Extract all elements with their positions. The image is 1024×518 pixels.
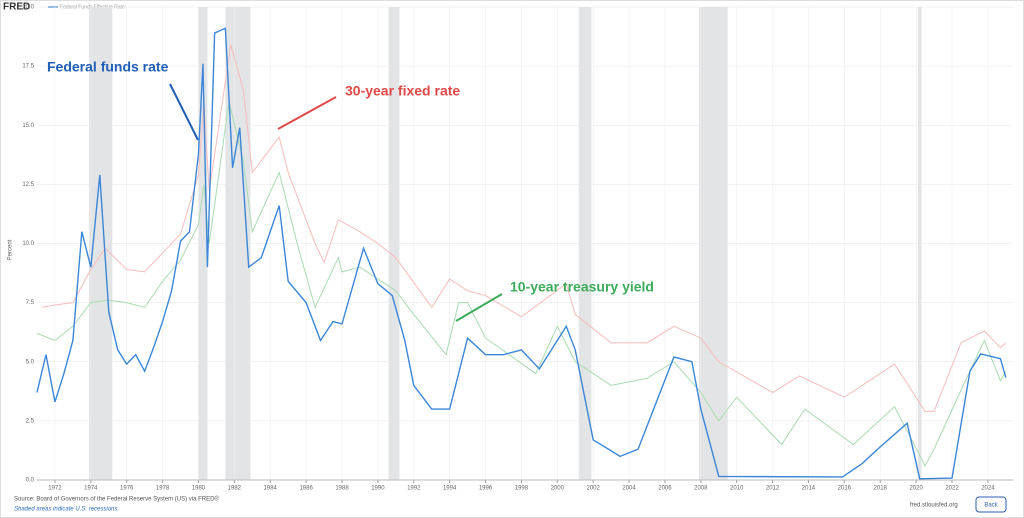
y-tick-label: 2.5 (26, 418, 35, 424)
x-tick-label: 1974 (84, 486, 98, 492)
x-tick-label: 1972 (48, 486, 62, 492)
x-tick-label: 2000 (551, 486, 565, 492)
back-button[interactable] (975, 496, 1007, 513)
x-tick-label: 2012 (766, 486, 780, 492)
x-tick-label: 2020 (909, 486, 923, 492)
x-tick-label: 2016 (838, 486, 852, 492)
x-tick-label: 2024 (981, 486, 995, 492)
series-line (36, 101, 1007, 467)
y-tick-label: 10.0 (22, 241, 34, 247)
y-tick-label: 17.5 (22, 64, 34, 70)
x-tick-label: 1988 (335, 486, 349, 492)
series-line (36, 27, 1007, 480)
y-tick-label: 5.0 (26, 359, 35, 365)
x-tick-label: 1976 (120, 486, 134, 492)
annotation: 30-year fixed rate (345, 83, 460, 99)
x-tick-label: 2004 (622, 486, 636, 492)
x-tick-label: 2022 (945, 486, 959, 492)
annotation-arrow (455, 293, 503, 322)
annotation-arrow (277, 96, 337, 130)
y-tick-label: 0.0 (26, 478, 35, 484)
x-tick-label: 2006 (658, 486, 672, 492)
y-tick-label: 20.0 (22, 5, 34, 11)
annotation-arrow (169, 83, 199, 141)
x-tick-label: 1990 (371, 486, 385, 492)
annotation: 10-year treasury yield (510, 279, 654, 295)
x-tick-label: 1980 (192, 486, 206, 492)
series-line (42, 44, 1007, 412)
y-tick-label: 15.0 (22, 123, 34, 129)
x-tick-label: 2010 (730, 486, 744, 492)
back-label[interactable]: Back (984, 503, 998, 509)
site: fred.stlouisfed.org (910, 503, 958, 509)
x-tick-label: 2018 (874, 486, 888, 492)
y-tick-label: 12.5 (22, 182, 34, 188)
x-tick-label: 2008 (694, 486, 708, 492)
x-tick-label: 1994 (443, 486, 457, 492)
logo: FRED (3, 2, 30, 13)
x-tick-label: 1978 (156, 486, 170, 492)
x-tick-label: 1998 (515, 486, 529, 492)
source: Source: Board of Governors of the Federa… (14, 496, 219, 503)
x-tick-label: 2002 (586, 486, 600, 492)
annotation: Federal funds rate (47, 59, 169, 75)
y-tick-label: 7.5 (26, 300, 35, 306)
x-tick-label: 1996 (479, 486, 493, 492)
note: Shaded areas indicate U.S. recessions. (14, 507, 119, 513)
x-tick-label: 1982 (228, 486, 242, 492)
y-axis-label: Percent (8, 239, 14, 260)
x-tick-label: 2014 (802, 486, 816, 492)
x-tick-label: 1992 (407, 486, 421, 492)
x-tick-label: 1986 (299, 486, 313, 492)
x-tick-label: 1984 (264, 486, 278, 492)
